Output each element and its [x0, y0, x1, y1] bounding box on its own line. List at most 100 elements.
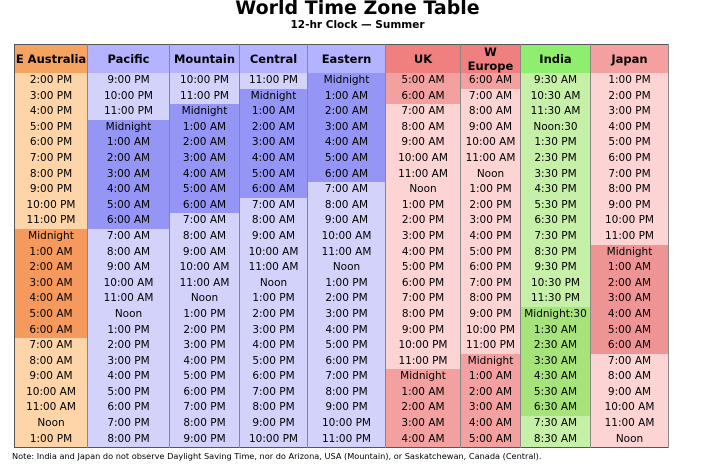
table-cell: 7:00 PM: [239, 384, 308, 401]
table-cell: 10:00 AM: [14, 384, 88, 401]
table-cell: 6:00 AM: [385, 88, 461, 105]
table-cell: 10:00 PM: [14, 197, 88, 214]
table-cell: 7:00 AM: [14, 338, 88, 354]
table-cell: 8:30 PM: [520, 244, 591, 261]
table-row: 10:00 PM 5:00 AM 6:00 AM 7:00 AM 8:00 AM 1:00…: [14, 197, 669, 214]
table-cell: 2:30 PM: [520, 150, 591, 167]
column-header-w-europe: W Europe: [460, 44, 521, 73]
table-cell: 1:00 PM: [460, 182, 521, 198]
table-cell: 5:30 AM: [520, 384, 591, 401]
table-cell: 5:30 PM: [520, 197, 591, 214]
table-cell: 7:00 PM: [385, 291, 461, 307]
table-cell: Midnight: [14, 228, 88, 245]
table-row: Noon 7:00 PM 8:00 PM 9:00 PM 10:00 PM 3:00 AM…: [14, 416, 669, 432]
table-cell: 7:00 PM: [590, 166, 669, 183]
table-cell: 8:00 AM: [385, 119, 461, 136]
table-cell: 11:30 AM: [520, 104, 591, 120]
table-cell: 3:00 PM: [14, 88, 88, 105]
table-cell: 11:00 PM: [307, 431, 386, 448]
table-cell: 4:00 AM: [307, 135, 386, 151]
table-cell: 10:00 PM: [169, 73, 240, 89]
table-row: 11:00 AM 6:00 PM 7:00 PM 8:00 PM 9:00 PM 2:00…: [14, 400, 669, 417]
table-cell: 9:00 PM: [590, 197, 669, 214]
table-cell: 8:00 PM: [307, 384, 386, 401]
table-cell: 11:00 AM: [307, 244, 386, 261]
table-cell: 11:00 PM: [87, 104, 170, 120]
table-cell: 11:00 AM: [87, 291, 170, 307]
table-cell: 9:00 PM: [87, 73, 170, 89]
table-cell: Midnight: [385, 369, 461, 385]
table-cell: 8:00 PM: [169, 416, 240, 432]
table-cell: 5:00 PM: [239, 353, 308, 370]
table-cell: 3:00 AM: [14, 275, 88, 292]
table-cell: 4:00 AM: [239, 150, 308, 167]
table-cell: Midnight: [590, 244, 669, 261]
table-cell: 6:00 PM: [14, 135, 88, 151]
table-cell: 2:00 PM: [590, 88, 669, 105]
table-cell: 1:00 AM: [169, 119, 240, 136]
table-cell: 8:00 AM: [87, 244, 170, 261]
table-cell: Noon: [590, 431, 669, 448]
table-cell: 1:00 PM: [307, 275, 386, 292]
table-cell: 8:00 PM: [385, 306, 461, 323]
table-cell: 1:00 AM: [385, 384, 461, 401]
table-cell: 11:00 PM: [590, 228, 669, 245]
table-cell: 3:00 AM: [87, 166, 170, 183]
table-cell: 9:00 AM: [14, 369, 88, 385]
table-cell: 7:00 PM: [460, 275, 521, 292]
table-cell: 4:00 AM: [14, 291, 88, 307]
table-row: 10:00 AM 5:00 PM 6:00 PM 7:00 PM 8:00 PM 1:00…: [14, 384, 669, 401]
table-row: 3:00 AM 10:00 AM 11:00 AM Noon 1:00 PM 6:00 P…: [14, 275, 669, 292]
table-cell: 1:00 PM: [385, 197, 461, 214]
table-cell: 6:00 PM: [590, 150, 669, 167]
table-cell: 2:00 AM: [14, 260, 88, 276]
table-cell: Noon: [307, 260, 386, 276]
table-cell: 11:00 AM: [239, 260, 308, 276]
table-cell: 2:00 AM: [385, 400, 461, 417]
table-cell: 6:30 PM: [520, 213, 591, 229]
table-cell: 7:00 AM: [169, 213, 240, 229]
table-cell: 10:00 AM: [87, 275, 170, 292]
table-cell: 8:00 PM: [87, 431, 170, 448]
table-cell: 11:00 PM: [460, 338, 521, 354]
table-cell: 8:00 PM: [590, 182, 669, 198]
table-cell: 3:00 AM: [307, 119, 386, 136]
table-cell: Midnight:30: [520, 306, 591, 323]
table-cell: 7:00 PM: [87, 416, 170, 432]
table-cell: 2:00 PM: [169, 322, 240, 339]
table-row: 7:00 PM 2:00 AM 3:00 AM 4:00 AM 5:00 AM 10:00…: [14, 150, 669, 167]
table-row: 3:00 PM 10:00 PM 11:00 PM Midnight 1:00 AM 6:…: [14, 88, 669, 105]
table-cell: 4:00 PM: [307, 322, 386, 339]
table-cell: 3:00 PM: [169, 338, 240, 354]
table-cell: 9:30 AM: [520, 73, 591, 89]
table-cell: 6:30 AM: [520, 400, 591, 417]
table-cell: 4:00 PM: [590, 119, 669, 136]
table-cell: 7:00 AM: [385, 104, 461, 120]
table-cell: Noon: [87, 306, 170, 323]
table-cell: 1:00 PM: [87, 322, 170, 339]
table-cell: 8:00 AM: [307, 197, 386, 214]
table-cell: 6:00 PM: [169, 384, 240, 401]
table-cell: 9:00 AM: [169, 244, 240, 261]
table-cell: 5:00 AM: [460, 431, 521, 448]
table-row: 4:00 PM 11:00 PM Midnight 1:00 AM 2:00 AM 7:0…: [14, 104, 669, 120]
table-cell: 4:00 AM: [87, 182, 170, 198]
table-cell: 5:00 AM: [14, 306, 88, 323]
table-cell: 1:00 PM: [169, 306, 240, 323]
table-cell: 2:30 AM: [520, 338, 591, 354]
table-cell: 4:00 PM: [169, 353, 240, 370]
table-cell: 8:00 AM: [590, 369, 669, 385]
column-header-japan: Japan: [590, 44, 669, 73]
table-cell: 9:00 AM: [87, 260, 170, 276]
table-cell: 5:00 AM: [87, 197, 170, 214]
table-cell: 7:00 AM: [307, 182, 386, 198]
table-cell: 5:00 PM: [460, 244, 521, 261]
table-row: 4:00 AM 11:00 AM Noon 1:00 PM 2:00 PM 7:00 PM…: [14, 291, 669, 307]
table-cell: 11:30 PM: [520, 291, 591, 307]
table-cell: Noon: [385, 182, 461, 198]
table-cell: 9:00 PM: [239, 416, 308, 432]
table-cell: 3:30 AM: [520, 353, 591, 370]
table-cell: 10:00 AM: [239, 244, 308, 261]
table-cell: 5:00 PM: [590, 135, 669, 151]
table-row: 11:00 PM 6:00 AM 7:00 AM 8:00 AM 9:00 AM 2:00…: [14, 213, 669, 229]
